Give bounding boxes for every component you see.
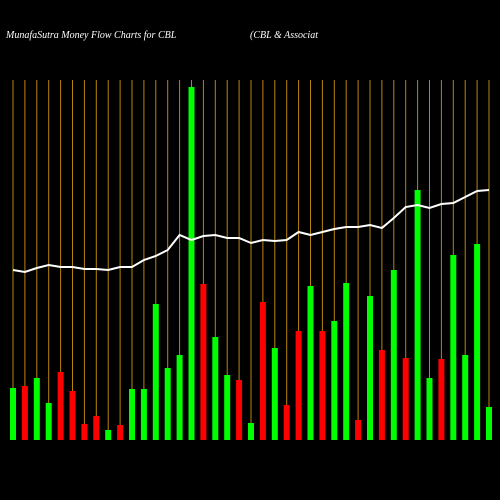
bar bbox=[248, 423, 254, 440]
chart-subtitle: (CBL & Associat bbox=[250, 30, 318, 41]
bar bbox=[474, 244, 481, 440]
bar bbox=[236, 380, 243, 440]
bar bbox=[188, 87, 195, 440]
bar bbox=[129, 389, 135, 440]
bar bbox=[200, 284, 207, 440]
bar bbox=[33, 378, 40, 440]
bar bbox=[331, 321, 338, 440]
bar bbox=[355, 420, 362, 440]
bar bbox=[450, 255, 457, 440]
bar bbox=[486, 407, 492, 440]
bar bbox=[21, 386, 28, 440]
bar bbox=[378, 350, 385, 440]
bar bbox=[462, 355, 469, 440]
bar bbox=[81, 424, 88, 440]
bar bbox=[140, 389, 147, 440]
chart-title: MunafaSutra Money Flow Charts for CBL bbox=[5, 30, 177, 41]
bar bbox=[319, 331, 326, 440]
bar bbox=[69, 391, 76, 440]
bar bbox=[164, 368, 171, 440]
bar bbox=[212, 337, 219, 440]
bar bbox=[45, 403, 52, 440]
bar bbox=[57, 372, 64, 440]
bar bbox=[438, 359, 445, 440]
bar bbox=[307, 286, 314, 440]
money-flow-line bbox=[12, 189, 490, 274]
bar bbox=[271, 348, 278, 440]
bar bbox=[426, 378, 433, 440]
bar bbox=[295, 331, 302, 440]
bar bbox=[152, 304, 159, 440]
bar bbox=[414, 190, 421, 440]
bar bbox=[224, 375, 231, 440]
bar bbox=[93, 416, 100, 440]
bar bbox=[343, 283, 350, 440]
bar bbox=[259, 302, 266, 440]
bar bbox=[367, 296, 373, 440]
bar bbox=[176, 355, 183, 440]
bar bbox=[117, 425, 124, 440]
bar bbox=[283, 405, 290, 440]
bar bbox=[390, 270, 397, 440]
bar bbox=[10, 388, 16, 440]
bar bbox=[402, 358, 409, 440]
bar bbox=[105, 430, 112, 440]
